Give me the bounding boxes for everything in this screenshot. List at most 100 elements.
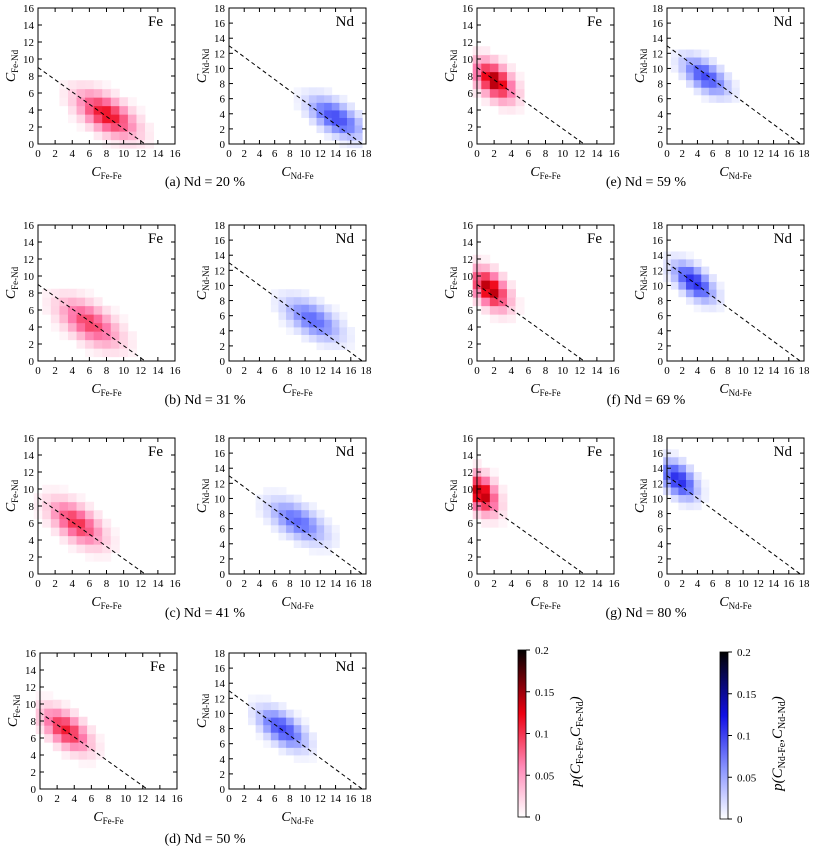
colorbar-tick-label: 0.1 [535,729,549,741]
heatmap-cell [716,296,725,305]
x-tick-label: 12 [753,578,764,590]
x-tick-label: 16 [345,793,357,805]
y-axis-label: CNd-Nd [195,478,211,513]
heatmap-cell [515,88,525,98]
heatmap-cell [701,72,710,81]
heatmap-cell [270,502,279,511]
heatmap-cell [301,509,310,518]
heatmap-cell [324,342,333,351]
x-tick-label: 4 [509,365,515,377]
heatmap-cell [331,334,340,343]
heatmap-cell [708,94,717,103]
heatmap-cell [119,97,129,107]
heatmap-cell [127,131,137,141]
y-tick-label: 0 [468,569,474,581]
x-tick-label: 10 [300,148,312,160]
heatmap-cell [95,733,105,743]
heatmap-cell [69,750,79,760]
y-tick-label: 12 [23,37,34,49]
heatmap-cell [102,552,112,562]
heatmap-cell [506,288,516,298]
heatmap-cell [87,742,97,752]
heatmap-cell [263,724,272,733]
y-tick-label: 14 [462,237,474,249]
heatmap-cell [278,289,287,298]
heatmap-cell [67,510,77,520]
heatmap-cell [489,314,499,324]
heatmap-cell [678,251,687,260]
heatmap-cell [61,716,71,726]
heatmap-cell [489,88,499,98]
heatmap-cell [331,342,340,351]
y-tick-label: 2 [220,341,226,353]
y-axis-label: CFe-Nd [443,49,459,82]
heatmap-cell [248,702,257,711]
heatmap-cell [354,110,363,118]
guide-line [476,284,585,362]
heatmap-cell [506,297,516,307]
guide-line [37,497,146,575]
y-axis-label: CFe-Nd [6,694,22,727]
heatmap-cell [293,94,302,103]
x-tick-label: 2 [52,578,58,590]
heatmap-cell [136,105,146,115]
heatmap-cell [301,532,310,541]
y-tick-label: 18 [214,648,226,660]
heatmap-cell [61,750,71,760]
heatmap-cell [278,717,287,726]
heatmap-cell [316,125,325,134]
heatmap-cell [76,122,86,132]
heatmap-cell [693,72,702,81]
heatmap-cell [716,79,725,88]
heatmap-cell [308,747,317,756]
heatmap-cell [69,716,79,726]
y-tick-label: 12 [652,48,663,60]
heatmap-cell [308,334,317,343]
y-tick-label: 14 [462,450,474,462]
heatmap-cell [686,274,695,283]
heatmap-cell [255,717,264,726]
x-tick-label: 6 [710,578,716,590]
heatmap-cell [346,110,355,118]
y-tick-label: 10 [23,484,35,496]
x-tick-label: 10 [300,365,312,377]
heatmap-cell [346,125,355,134]
heatmap-cell [293,747,302,756]
heatmap-cell [506,71,516,81]
y-tick-label: 2 [220,554,226,566]
heatmap-cell [498,54,508,64]
heatmap-cell [716,304,725,313]
heatmap-cell [693,502,702,511]
y-tick-label: 8 [658,79,664,91]
heatmap-cell [678,281,687,290]
y-tick-label: 8 [31,716,37,728]
heatmap-cell [76,518,86,528]
heatmap-cell [293,494,302,503]
x-tick-label: 18 [361,793,373,805]
heatmap-cell [324,117,333,126]
heatmap-cell [67,331,77,341]
y-axis-label: CNd-Nd [633,48,649,83]
colorbar-gradient [719,651,729,820]
heatmap-cell [339,110,348,118]
heatmap-cell [308,547,317,556]
heatmap-cell [263,709,272,718]
heatmap-cell [308,732,317,741]
heatmap-cell [515,297,525,307]
colorbar-tick-label: 0 [535,812,541,824]
y-tick-label: 8 [220,296,226,308]
x-tick-label: 4 [509,578,515,590]
heatmap-cell [110,527,120,537]
heatmap-cell [42,297,52,307]
heatmap-cell [308,517,317,526]
heatmap-cell [316,532,325,541]
y-tick-label: 0 [220,139,226,151]
colorbar-label: p(CNd-Fe,CNd-Nd) [770,696,788,792]
y-tick-label: 6 [29,305,35,317]
heatmap-cell [67,544,77,554]
x-axis-label: CNd-Fe [719,595,751,611]
heatmap-cell [708,281,717,290]
y-tick-label: 0 [220,569,226,581]
